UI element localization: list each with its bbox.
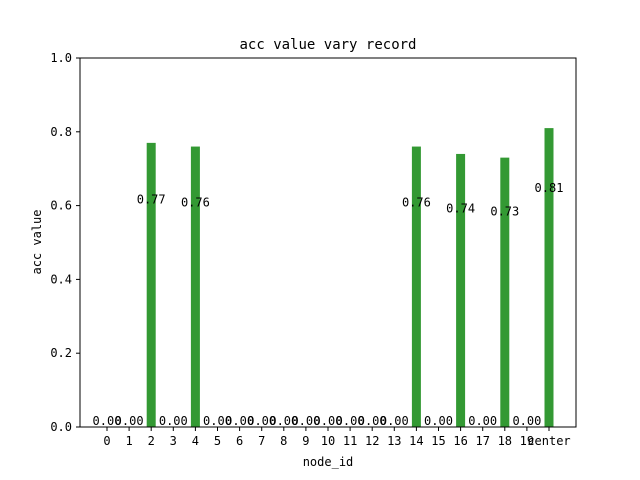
x-tick-label-15: 15	[431, 434, 445, 448]
value-label-13: 0.00	[380, 414, 409, 428]
x-tick-label-center: center	[527, 434, 570, 448]
value-label-19: 0.00	[512, 414, 541, 428]
x-tick-label-13: 13	[387, 434, 401, 448]
x-tick-label-9: 9	[302, 434, 309, 448]
value-label-18: 0.73	[490, 205, 519, 219]
value-label-0: 0.00	[93, 414, 122, 428]
value-label-8: 0.00	[269, 414, 298, 428]
x-tick-label-19: 19	[520, 434, 534, 448]
y-tick-label-1: 0.2	[50, 346, 72, 360]
bars-group	[146, 128, 554, 428]
y-tick-label-5: 1.0	[50, 51, 72, 65]
bar-2	[146, 142, 156, 427]
bar-18	[500, 157, 510, 427]
x-tick-label-18: 18	[498, 434, 512, 448]
y-tick-label-4: 0.8	[50, 125, 72, 139]
value-label-5: 0.00	[203, 414, 232, 428]
value-labels-group: 0.000.000.770.000.760.000.000.000.000.00…	[93, 181, 564, 428]
x-tick-label-10: 10	[321, 434, 335, 448]
x-tick-label-4: 4	[192, 434, 199, 448]
x-tick-label-0: 0	[103, 434, 110, 448]
x-tick-label-8: 8	[280, 434, 287, 448]
value-label-17: 0.00	[468, 414, 497, 428]
value-label-16: 0.74	[446, 202, 475, 216]
value-label-14: 0.76	[402, 196, 431, 210]
value-label-3: 0.00	[159, 414, 188, 428]
value-label-2: 0.77	[137, 193, 166, 207]
value-label-15: 0.00	[424, 414, 453, 428]
bar-16	[456, 153, 466, 427]
y-tick-label-3: 0.6	[50, 199, 72, 213]
x-tick-label-7: 7	[258, 434, 265, 448]
y-axis-label: acc value	[30, 209, 44, 274]
x-tick-label-5: 5	[214, 434, 221, 448]
value-label-4: 0.76	[181, 196, 210, 210]
x-axis-label: node_id	[303, 455, 354, 469]
x-tick-label-3: 3	[170, 434, 177, 448]
value-label-12: 0.00	[358, 414, 387, 428]
value-label-10: 0.00	[314, 414, 343, 428]
x-tick-label-2: 2	[148, 434, 155, 448]
value-label-9: 0.00	[291, 414, 320, 428]
x-tick-label-12: 12	[365, 434, 379, 448]
y-tick-label-2: 0.4	[50, 272, 72, 286]
value-label-1: 0.00	[115, 414, 144, 428]
x-tick-label-1: 1	[125, 434, 132, 448]
value-label-7: 0.00	[247, 414, 276, 428]
bar-14	[411, 146, 421, 427]
value-label-11: 0.00	[336, 414, 365, 428]
x-tick-label-17: 17	[475, 434, 489, 448]
chart-title: acc value vary record	[239, 37, 416, 53]
bar-center	[544, 128, 554, 428]
value-label-center: 0.81	[535, 181, 564, 195]
x-tick-label-6: 6	[236, 434, 243, 448]
y-tick-label-0: 0.0	[50, 420, 72, 434]
y-axis: 0.0 0.2 0.4 0.6 0.8 1.0	[50, 51, 80, 434]
bar-4	[190, 146, 200, 427]
x-tick-label-11: 11	[343, 434, 357, 448]
x-tick-label-16: 16	[453, 434, 467, 448]
x-tick-label-14: 14	[409, 434, 423, 448]
value-label-6: 0.00	[225, 414, 254, 428]
